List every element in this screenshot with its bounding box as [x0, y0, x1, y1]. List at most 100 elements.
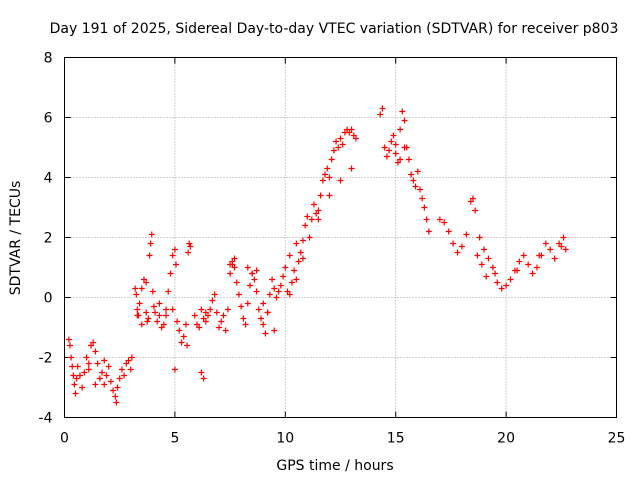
- data-point: [302, 222, 309, 229]
- y-tick-label: 6: [44, 111, 53, 127]
- data-point: [392, 150, 399, 157]
- data-point: [551, 255, 558, 262]
- data-point: [306, 234, 313, 241]
- data-point: [273, 294, 280, 301]
- data-point: [81, 369, 88, 376]
- data-point: [271, 327, 278, 334]
- data-point: [498, 285, 505, 292]
- data-point: [156, 312, 163, 319]
- data-point: [339, 141, 346, 148]
- data-point: [143, 279, 150, 286]
- data-point: [113, 399, 120, 406]
- data-point: [207, 306, 214, 313]
- data-point: [558, 243, 565, 250]
- data-points: [65, 105, 569, 406]
- data-point: [67, 342, 74, 349]
- data-point: [425, 228, 432, 235]
- data-point: [138, 285, 145, 292]
- data-point: [478, 261, 485, 268]
- y-tick-label: -2: [39, 351, 53, 367]
- data-point: [377, 111, 384, 118]
- data-point: [68, 354, 75, 361]
- data-point: [200, 375, 207, 382]
- data-point: [174, 318, 181, 325]
- data-point: [105, 363, 112, 370]
- data-point: [381, 144, 388, 151]
- data-point: [472, 207, 479, 214]
- data-point: [288, 279, 295, 286]
- data-point: [134, 306, 141, 313]
- y-tick-label: 2: [44, 231, 53, 247]
- data-point: [419, 195, 426, 202]
- data-point: [269, 276, 276, 283]
- data-point: [255, 306, 262, 313]
- data-point: [251, 276, 258, 283]
- data-point: [85, 360, 92, 367]
- data-point: [231, 255, 238, 262]
- data-point: [101, 381, 108, 388]
- data-point: [121, 372, 128, 379]
- data-point: [514, 267, 521, 274]
- data-point: [253, 267, 260, 274]
- data-point: [107, 378, 114, 385]
- data-point: [408, 171, 415, 178]
- data-point: [185, 249, 192, 256]
- data-point: [421, 204, 428, 211]
- data-point: [326, 174, 333, 181]
- data-point: [299, 237, 306, 244]
- data-point: [260, 300, 267, 307]
- data-point: [138, 321, 145, 328]
- data-point: [83, 354, 90, 361]
- data-point: [191, 312, 198, 319]
- data-point: [125, 357, 132, 364]
- data-point: [476, 234, 483, 241]
- x-tick-label: 15: [387, 431, 405, 447]
- data-point: [529, 270, 536, 277]
- data-point: [233, 279, 240, 286]
- data-point: [410, 177, 417, 184]
- y-axis-label: SDTVAR / TECUs: [8, 181, 24, 296]
- data-point: [348, 165, 355, 172]
- data-point: [469, 195, 476, 202]
- data-point: [324, 165, 331, 172]
- data-point: [423, 216, 430, 223]
- data-point: [542, 240, 549, 247]
- data-point: [198, 369, 205, 376]
- data-point: [202, 309, 209, 316]
- data-point: [299, 255, 306, 262]
- data-point: [112, 393, 119, 400]
- data-point: [79, 384, 86, 391]
- data-point: [390, 132, 397, 139]
- data-point: [271, 285, 278, 292]
- data-point: [335, 144, 342, 151]
- data-point: [264, 309, 271, 316]
- data-point: [136, 300, 143, 307]
- data-point: [222, 327, 229, 334]
- data-point: [103, 372, 110, 379]
- data-point: [127, 366, 134, 373]
- data-point: [520, 252, 527, 259]
- data-point: [525, 261, 532, 268]
- data-point: [414, 168, 421, 175]
- data-point: [116, 375, 123, 382]
- data-point: [90, 339, 97, 346]
- data-point: [65, 336, 72, 343]
- data-point: [71, 381, 78, 388]
- data-point: [218, 318, 225, 325]
- data-point: [253, 288, 260, 295]
- data-point: [308, 216, 315, 223]
- data-point: [163, 312, 170, 319]
- x-tick-label: 0: [60, 431, 69, 447]
- data-point: [99, 369, 106, 376]
- data-point: [450, 240, 457, 247]
- data-point: [483, 273, 490, 280]
- data-point: [481, 246, 488, 253]
- data-point: [322, 171, 329, 178]
- y-tick-label: 0: [44, 291, 53, 307]
- data-point: [182, 321, 189, 328]
- data-point: [169, 306, 176, 313]
- data-point: [262, 330, 269, 337]
- data-point: [198, 306, 205, 313]
- data-point: [392, 141, 399, 148]
